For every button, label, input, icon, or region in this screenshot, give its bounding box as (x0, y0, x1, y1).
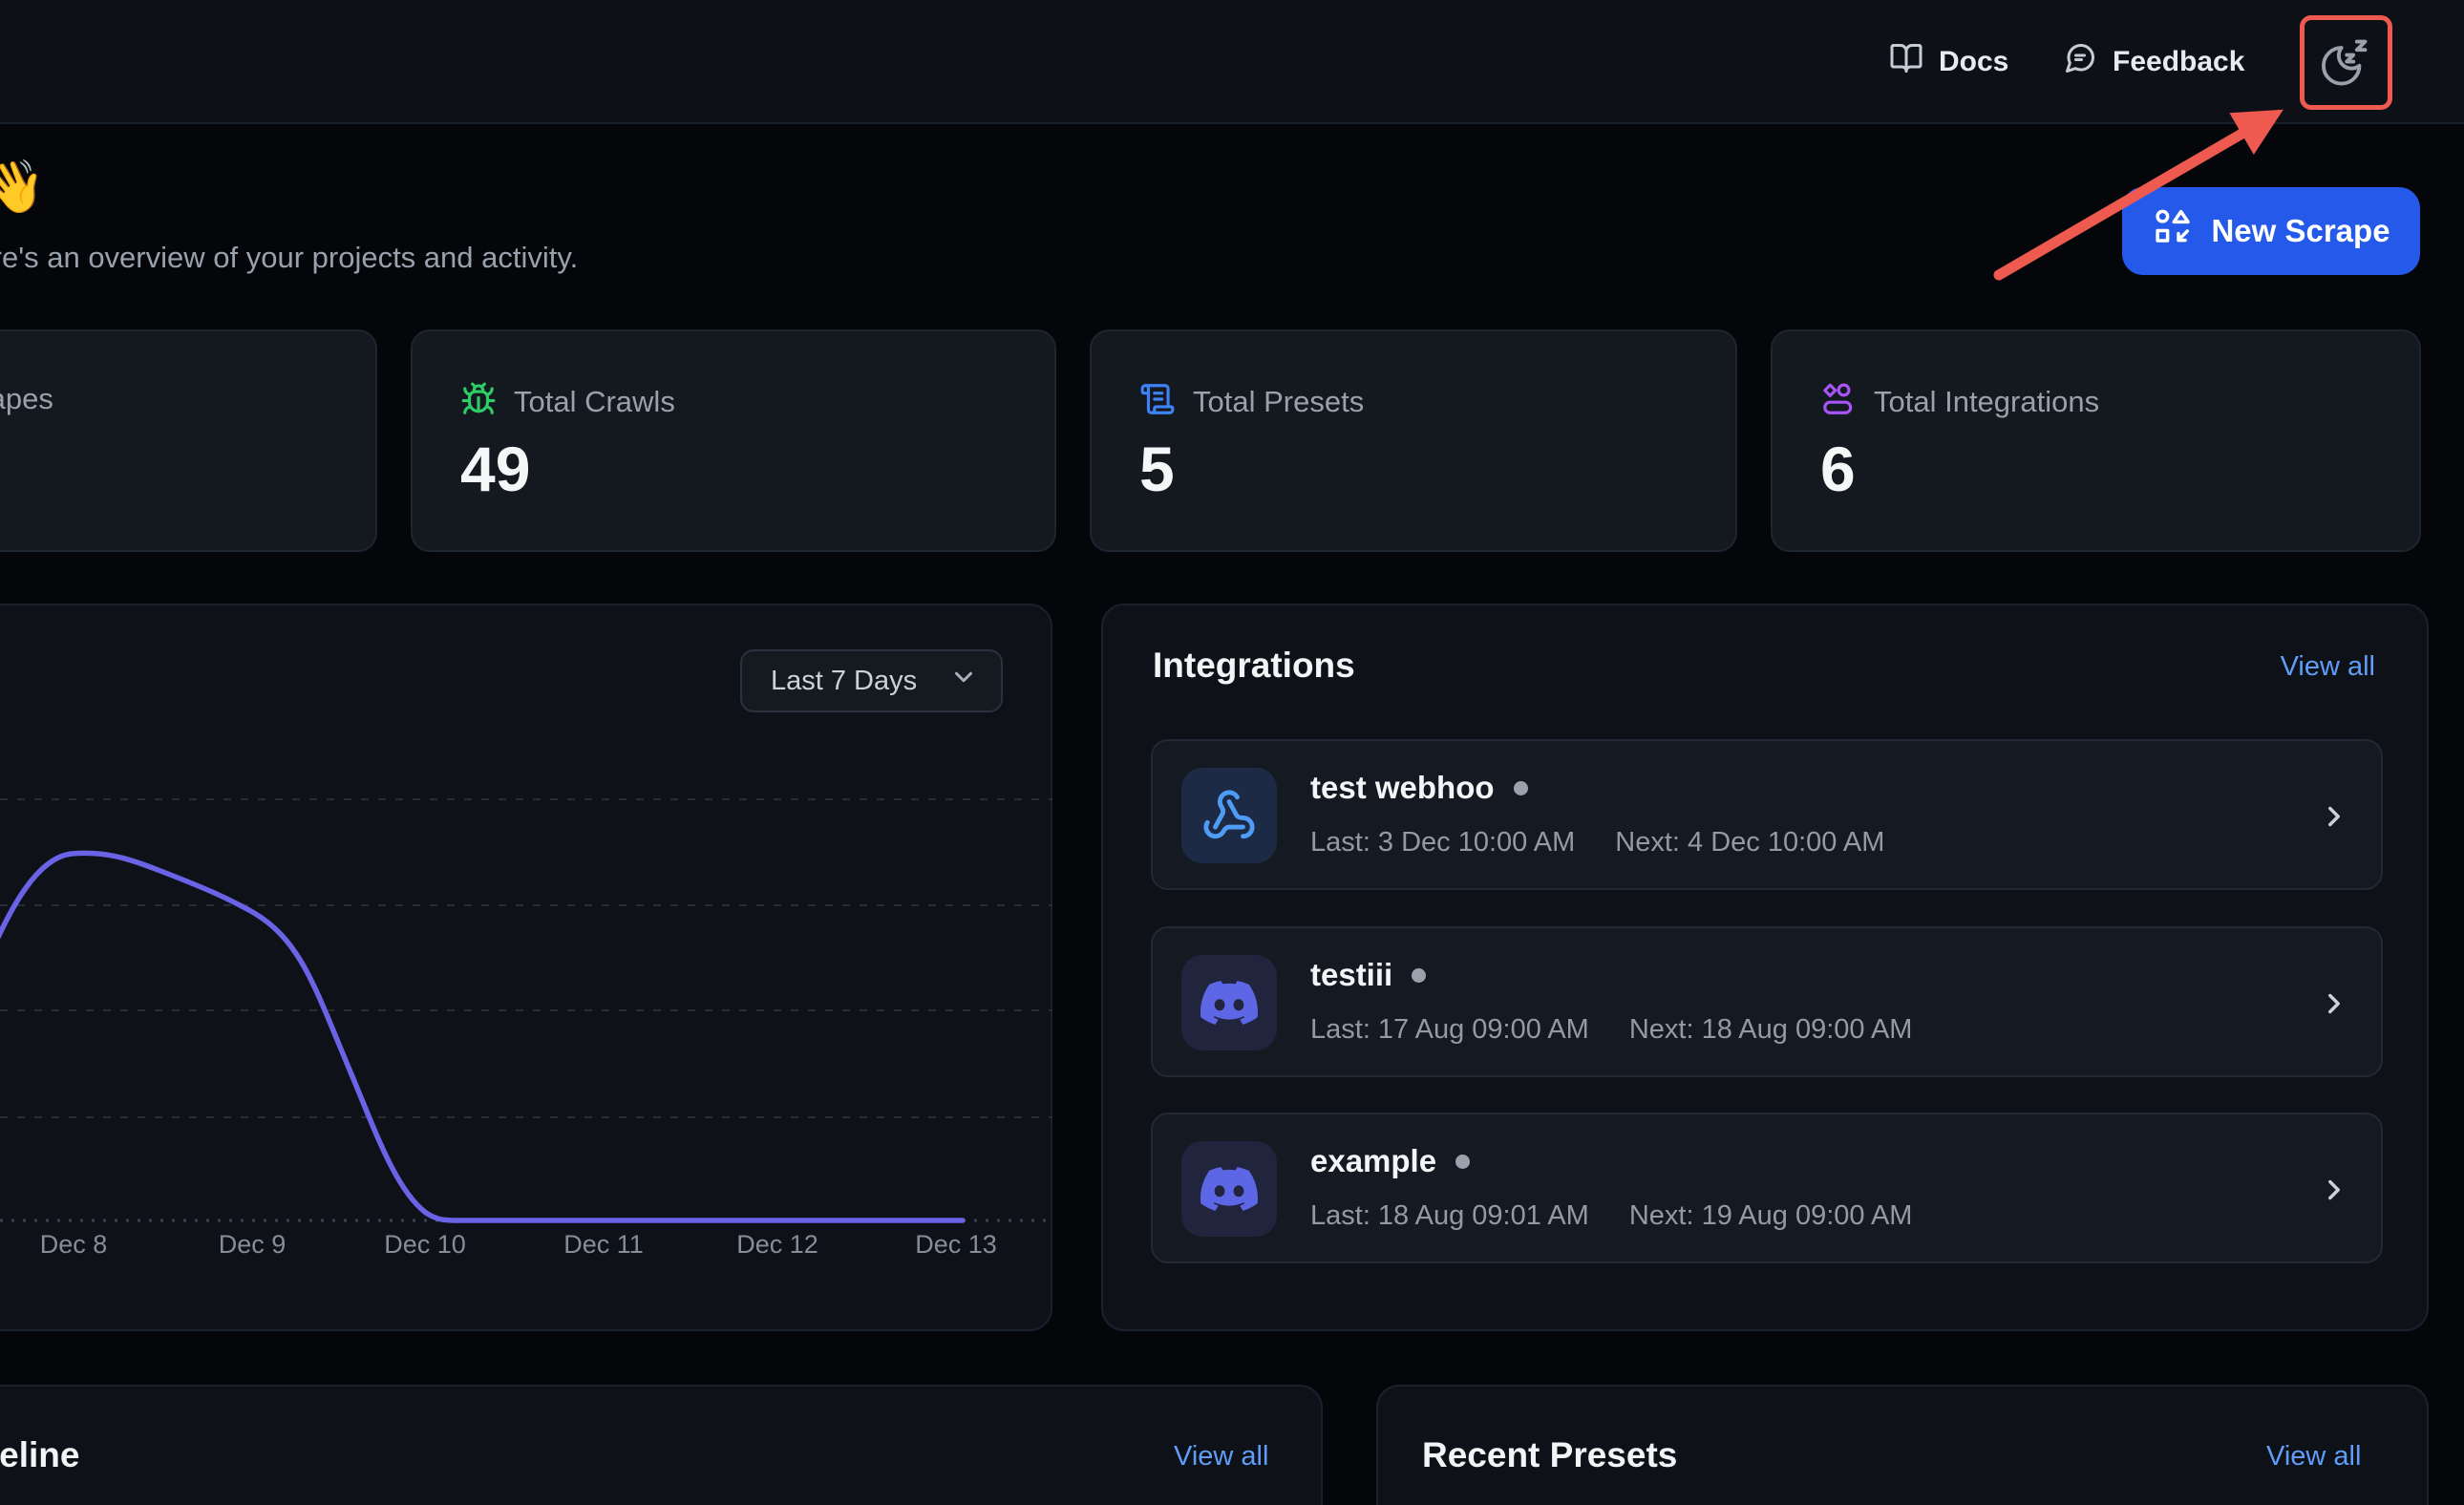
status-dot (1412, 967, 1427, 983)
chevron-right-icon (2318, 1174, 2350, 1211)
stat-card-total-scrapes: Total Scrapes (0, 329, 377, 552)
chevron-down-icon (949, 663, 978, 699)
integration-last-run: Last: 18 Aug 09:01 AM (1310, 1200, 1589, 1231)
stat-card-total-presets: Total Presets 5 (1090, 329, 1737, 552)
activity-line-chart (0, 798, 1052, 1223)
integration-last-run: Last: 17 Aug 09:00 AM (1310, 1014, 1589, 1045)
date-range-value: Last 7 Days (771, 665, 918, 696)
discord-icon (1181, 1141, 1277, 1237)
integrations-panel: Integrations View all test webhoo Last: … (1101, 604, 2429, 1331)
stat-label: Total Presets (1193, 384, 1365, 418)
integration-next-run: Next: 4 Dec 10:00 AM (1615, 827, 1885, 858)
feedback-button[interactable]: Feedback (2063, 0, 2244, 124)
integration-item[interactable]: testiii Last: 17 Aug 09:00 AM Next: 18 A… (1151, 926, 2383, 1077)
feedback-label: Feedback (2113, 46, 2245, 77)
timeline-view-all-link[interactable]: View all (1174, 1441, 1269, 1472)
shapes-icon (1820, 381, 1857, 422)
integration-item[interactable]: example Last: 18 Aug 09:01 AM Next: 19 A… (1151, 1113, 2383, 1263)
stat-card-total-crawls: Total Crawls 49 (411, 329, 1056, 552)
feedback-icon (2063, 41, 2097, 83)
x-tick-label: Dec 11 (563, 1230, 644, 1259)
stat-value: 5 (1139, 434, 1175, 504)
integration-name: testiii (1310, 957, 1393, 992)
book-icon (1889, 41, 1923, 83)
timeline-panel (0, 1385, 1323, 1505)
integration-name: example (1310, 1143, 1437, 1178)
stat-card-total-integrations: Total Integrations 6 (1771, 329, 2421, 552)
recent-presets-title: Recent Presets (1422, 1435, 1678, 1474)
topbar: Docs Feedback (0, 0, 2464, 124)
recent-presets-view-all-link[interactable]: View all (2266, 1441, 2362, 1472)
integration-item[interactable]: test webhoo Last: 3 Dec 10:00 AM Next: 4… (1151, 739, 2383, 890)
stat-label: Total Crawls (514, 384, 675, 418)
wave-emoji: 👋 (0, 159, 46, 216)
integration-last-run: Last: 3 Dec 10:00 AM (1310, 827, 1576, 858)
timeline-title: Timeline (0, 1435, 80, 1474)
docs-button[interactable]: Docs (1889, 0, 2008, 124)
x-tick-label: Dec 13 (915, 1230, 997, 1259)
x-tick-label: Dec 10 (384, 1230, 466, 1259)
x-tick-label: Dec 9 (218, 1230, 287, 1259)
chevron-right-icon (2318, 800, 2350, 837)
integrations-title: Integrations (1153, 646, 1355, 685)
activity-chart-panel (0, 604, 1052, 1331)
integration-next-run: Next: 18 Aug 09:00 AM (1628, 1014, 1913, 1045)
status-dot (1455, 1154, 1471, 1169)
scroll-icon (1139, 381, 1176, 422)
page-subtitle: Here's an overview of your projects and … (0, 241, 579, 274)
new-scrape-icon (2152, 207, 2192, 255)
new-scrape-button[interactable]: New Scrape (2122, 187, 2420, 275)
integration-next-run: Next: 19 Aug 09:00 AM (1628, 1200, 1913, 1231)
moon-zzz-icon (2319, 33, 2372, 92)
discord-icon (1181, 955, 1277, 1050)
x-tick-label: Dec 12 (736, 1230, 818, 1259)
status-dot (1513, 780, 1528, 795)
stat-label: Total Integrations (1874, 384, 2100, 418)
bug-icon (460, 381, 497, 422)
annotation-highlight-box (2300, 15, 2392, 110)
chart-series-line (0, 850, 966, 1223)
recent-presets-panel (1376, 1385, 2429, 1505)
webhook-icon (1181, 768, 1277, 863)
integration-name: test webhoo (1310, 770, 1495, 805)
stat-label: Total Scrapes (0, 382, 53, 415)
x-tick-label: Dec 8 (39, 1230, 108, 1259)
date-range-dropdown[interactable]: Last 7 Days (740, 649, 1003, 712)
chevron-right-icon (2318, 987, 2350, 1025)
stat-value: 49 (460, 434, 531, 504)
integrations-view-all-link[interactable]: View all (2280, 651, 2375, 682)
theme-toggle-button[interactable] (2312, 23, 2379, 101)
docs-label: Docs (1939, 46, 2009, 77)
new-scrape-label: New Scrape (2211, 213, 2390, 248)
stat-value: 6 (1820, 434, 1856, 504)
